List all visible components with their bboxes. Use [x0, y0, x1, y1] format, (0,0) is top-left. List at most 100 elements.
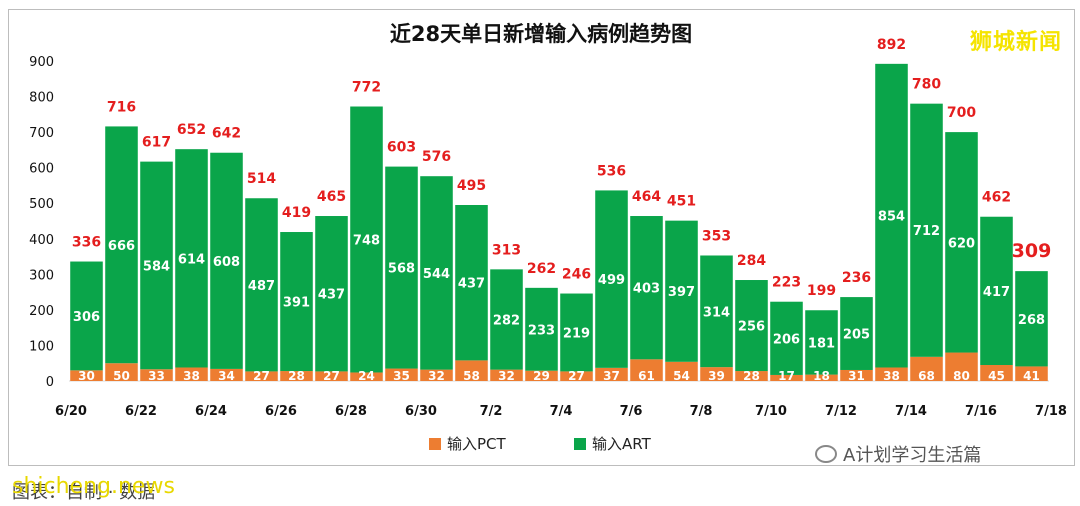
x-tick-label: 7/2 — [480, 404, 503, 419]
art-value-label: 256 — [738, 320, 765, 335]
total-value-label: 313 — [492, 242, 521, 258]
bar-pct — [455, 360, 488, 381]
pct-value-label: 32 — [498, 369, 515, 383]
total-value-label: 353 — [702, 228, 731, 244]
legend-swatch-pct — [429, 438, 441, 450]
bar-pct — [805, 374, 838, 381]
bar-pct — [350, 372, 383, 381]
bar-art — [630, 216, 663, 360]
x-tick-label: 7/18 — [1035, 404, 1067, 419]
art-value-label: 282 — [493, 313, 520, 328]
y-tick-label: 400 — [29, 233, 54, 248]
pct-value-label: 34 — [218, 369, 235, 383]
bar-pct — [630, 359, 663, 381]
bar-pct — [560, 371, 593, 381]
bar-pct — [490, 369, 523, 381]
bar-pct — [770, 374, 803, 381]
art-value-label: 268 — [1018, 313, 1045, 328]
bar-pct — [910, 356, 943, 381]
art-value-label: 748 — [353, 233, 380, 248]
bar-art — [665, 220, 698, 362]
art-value-label: 314 — [703, 305, 730, 320]
pct-value-label: 27 — [253, 369, 270, 383]
total-value-label: 465 — [317, 189, 346, 205]
bar-pct — [595, 367, 628, 381]
bar-art — [945, 132, 978, 353]
art-value-label: 544 — [423, 267, 450, 282]
total-value-label: 536 — [597, 163, 626, 179]
chart: 近28天单日新增输入病例趋势图 0 100 200 300 400 500 600 700 800… — [29, 22, 1067, 453]
pct-value-label: 39 — [708, 369, 725, 383]
bar-art — [875, 63, 908, 368]
bar-pct — [210, 368, 243, 381]
x-tick-label: 7/10 — [755, 404, 787, 419]
bar-pct — [315, 371, 348, 381]
bar-pct — [70, 370, 103, 381]
bar-art — [210, 152, 243, 369]
art-value-label: 181 — [808, 336, 835, 351]
bar-art — [805, 310, 838, 375]
art-value-label: 499 — [598, 273, 625, 288]
x-tick-label: 6/22 — [125, 404, 157, 419]
y-tick-label: 900 — [29, 55, 54, 70]
total-value-label: 284 — [737, 253, 766, 269]
art-value-label: 584 — [143, 259, 170, 274]
bar-art — [280, 232, 313, 372]
art-value-label: 608 — [213, 255, 240, 270]
x-tick-label: 7/16 — [965, 404, 997, 419]
bar-pct — [840, 369, 873, 381]
image-credit: 图表：自制 · 数据 — [12, 482, 156, 503]
total-value-label: 892 — [877, 37, 906, 53]
art-value-label: 437 — [458, 277, 485, 292]
wechat-source: A计划学习生活篇 — [815, 441, 981, 467]
bar-art — [700, 255, 733, 368]
pct-value-label: 31 — [848, 369, 865, 383]
total-value-label: 652 — [177, 122, 206, 138]
bar-art — [560, 293, 593, 372]
art-value-label: 614 — [178, 252, 205, 267]
x-tick-label: 6/26 — [265, 404, 297, 419]
art-value-label: 391 — [283, 296, 310, 311]
bar-art — [980, 216, 1013, 365]
bar-pct — [525, 370, 558, 381]
art-value-label: 437 — [318, 288, 345, 303]
art-value-label: 306 — [73, 310, 100, 325]
art-value-label: 403 — [633, 282, 660, 297]
art-value-label: 487 — [248, 279, 275, 294]
total-value-label: 246 — [562, 267, 591, 283]
pct-value-label: 29 — [533, 369, 550, 383]
site-watermark: shicheng.news — [12, 474, 175, 499]
art-value-label: 397 — [668, 285, 695, 300]
bar-pct — [700, 367, 733, 381]
art-value-label: 206 — [773, 332, 800, 347]
bar-pct — [105, 363, 138, 381]
x-tick-label: 7/4 — [550, 404, 573, 419]
pct-value-label: 54 — [673, 369, 690, 383]
legend-label-pct: 输入PCT — [447, 435, 507, 453]
bar-art — [735, 280, 768, 372]
pct-value-label: 27 — [323, 369, 340, 383]
total-value-label: 223 — [772, 275, 801, 291]
bar-art — [140, 161, 173, 370]
pct-value-label: 17 — [778, 369, 795, 383]
bar-pct — [665, 361, 698, 381]
y-tick-label: 500 — [29, 197, 54, 212]
bar-pct — [980, 365, 1013, 381]
y-tick-label: 200 — [29, 304, 54, 319]
bar-art — [385, 166, 418, 369]
y-tick-label: 0 — [46, 375, 54, 390]
wechat-source-label: A计划学习生活篇 — [843, 445, 982, 466]
bar-pct — [245, 371, 278, 381]
total-value-label: 262 — [527, 261, 556, 277]
pct-value-label: 18 — [813, 369, 830, 383]
total-value-label: 780 — [912, 77, 941, 93]
x-tick-label: 7/14 — [895, 404, 927, 419]
pct-value-label: 28 — [743, 369, 760, 383]
pct-value-label: 38 — [183, 369, 200, 383]
legend-swatch-art — [574, 438, 586, 450]
art-value-label: 712 — [913, 224, 940, 239]
x-tick-label: 7/12 — [825, 404, 857, 419]
legend-label-art: 输入ART — [592, 435, 652, 453]
bar-art — [70, 261, 103, 371]
wechat-icon — [815, 445, 837, 463]
